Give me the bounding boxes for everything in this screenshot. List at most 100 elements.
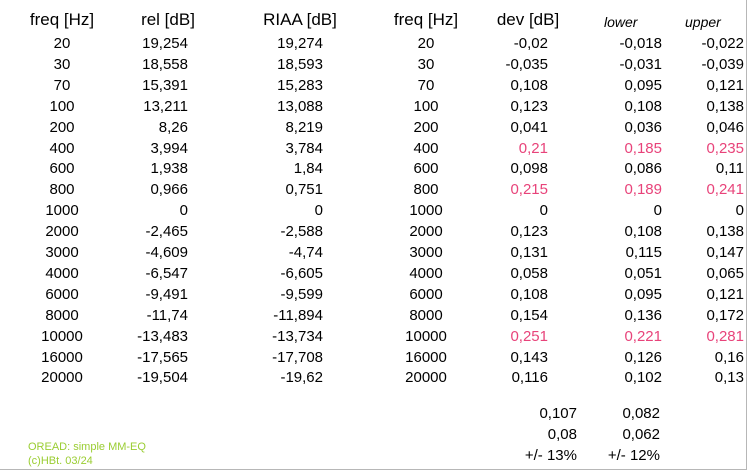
rel-cell: 8,26 (158, 118, 188, 136)
lower-cell: 0,095 (624, 285, 662, 303)
freq-cell: 16000 (41, 348, 83, 366)
upper-cell: 0,121 (706, 285, 744, 303)
lower-cell: 0,136 (624, 306, 662, 324)
riaa-cell: 13,088 (277, 97, 323, 115)
riaa-cell: -19,62 (280, 369, 323, 387)
freq-cell: 2000 (45, 223, 79, 241)
lower-cell: 0,221 (624, 327, 662, 345)
riaa-cell: 1,84 (293, 160, 323, 178)
lower-cell: 0,185 (624, 139, 662, 157)
freq2-cell: 70 (417, 76, 435, 94)
riaa-cell: 18,593 (277, 55, 323, 73)
dev-cell: 0,215 (510, 181, 548, 199)
dev-cell: 0,123 (510, 223, 548, 241)
freq2-cell: 600 (413, 160, 439, 178)
freq2-cell: 6000 (409, 285, 443, 303)
freq2-cell: 200 (413, 118, 439, 136)
freq2-cell: 800 (413, 181, 439, 199)
freq-cell: 10000 (41, 327, 83, 345)
rel-cell: -11,74 (146, 306, 188, 324)
dev-cell: 0,21 (518, 139, 548, 157)
rel-cell: 19,254 (142, 35, 188, 52)
note-title: OREAD: simple MM-EQ (28, 441, 146, 453)
upper-cell: 0,241 (706, 181, 744, 199)
dev-cell: 0,108 (510, 285, 548, 303)
freq2-cell: 100 (413, 97, 439, 115)
riaa-cell: -2,588 (280, 223, 323, 241)
rel-cell: 18,558 (142, 55, 188, 73)
header-riaa: RIAA [dB] (263, 10, 337, 29)
freq2-cell: 20 (417, 35, 435, 52)
freq2-cell: 2000 (409, 223, 443, 241)
freq-cell: 3000 (45, 244, 79, 261)
lower-cell: 0,115 (625, 244, 662, 261)
header-freq-2: freq [Hz] (393, 10, 459, 29)
dev-cell: -0,035 (505, 55, 548, 73)
dev-cell: 0,041 (510, 118, 548, 136)
note-copyright: (c)HBt. 03/24 (28, 455, 93, 467)
riaa-cell: -11,894 (273, 306, 323, 324)
summary-dev: +/- 13% (524, 447, 577, 464)
dev-cell: 0,108 (510, 76, 548, 94)
upper-cell: -0,022 (701, 35, 744, 52)
dev-cell: 0,058 (510, 264, 548, 282)
rel-cell: -4,609 (145, 244, 188, 261)
riaa-cell: -4,74 (288, 244, 323, 261)
freq-cell: 30 (53, 55, 71, 73)
freq2-cell: 20000 (405, 369, 447, 387)
upper-cell: 0,11 (715, 160, 744, 178)
freq2-cell: 3000 (409, 244, 443, 261)
rel-cell: -13,483 (137, 327, 188, 345)
upper-cell: 0,172 (706, 306, 744, 324)
lower-cell: 0,108 (624, 97, 662, 115)
upper-cell: 0,235 (706, 139, 744, 157)
lower-cell: 0,108 (624, 223, 662, 241)
summary-lower: 0,082 (622, 405, 660, 422)
rel-cell: -2,465 (145, 223, 188, 241)
rel-cell: 1,938 (150, 160, 188, 178)
spreadsheet-area: freq [Hz] rel [dB] RIAA [dB] freq [Hz] d… (0, 0, 747, 470)
freq-cell: 6000 (45, 285, 79, 303)
rel-cell: 15,391 (142, 76, 188, 94)
header-rel: rel [dB] (141, 10, 195, 29)
header-lower: lower (604, 14, 638, 30)
dev-cell: 0 (539, 202, 548, 220)
freq2-cell: 16000 (405, 348, 447, 366)
freq-cell: 600 (49, 160, 75, 178)
lower-cell: -0,018 (619, 35, 662, 52)
riaa-cell: -17,708 (272, 348, 323, 366)
lower-cell: 0,189 (624, 181, 662, 199)
upper-cell: 0,13 (714, 369, 744, 387)
dev-cell: 0,154 (510, 306, 548, 324)
freq-cell: 4000 (45, 264, 79, 282)
freq2-cell: 30 (417, 55, 435, 73)
header-dev: dev [dB] (496, 10, 560, 29)
freq2-cell: 1000 (409, 202, 443, 220)
riaa-cell: 3,784 (285, 139, 323, 157)
upper-cell: 0,138 (706, 223, 744, 241)
summary-lower: 0,062 (622, 426, 660, 443)
summary-lower: +/- 12% (607, 447, 660, 464)
riaa-cell: -9,599 (280, 285, 323, 303)
lower-cell: 0 (653, 202, 662, 220)
freq-cell: 400 (49, 139, 75, 157)
rel-cell: 0 (179, 202, 188, 220)
upper-cell: 0 (735, 202, 744, 220)
dev-cell: 0,098 (510, 160, 548, 178)
freq-cell: 200 (49, 118, 75, 136)
dev-cell: 0,131 (510, 244, 548, 261)
dev-cell: 0,143 (510, 348, 548, 366)
riaa-cell: -6,605 (280, 264, 323, 282)
rel-cell: 0,966 (150, 181, 188, 199)
riaa-cell: 0 (314, 202, 323, 220)
lower-cell: 0,095 (624, 76, 662, 94)
dev-cell: 0,251 (510, 327, 548, 345)
riaa-cell: -13,734 (272, 327, 323, 345)
lower-cell: 0,036 (624, 118, 662, 136)
freq2-cell: 10000 (405, 327, 447, 345)
rel-cell: 13,211 (143, 97, 188, 115)
header-upper: upper (685, 14, 721, 30)
freq2-cell: 400 (413, 139, 439, 157)
upper-cell: 0,281 (706, 327, 744, 345)
freq-cell: 8000 (45, 306, 79, 324)
